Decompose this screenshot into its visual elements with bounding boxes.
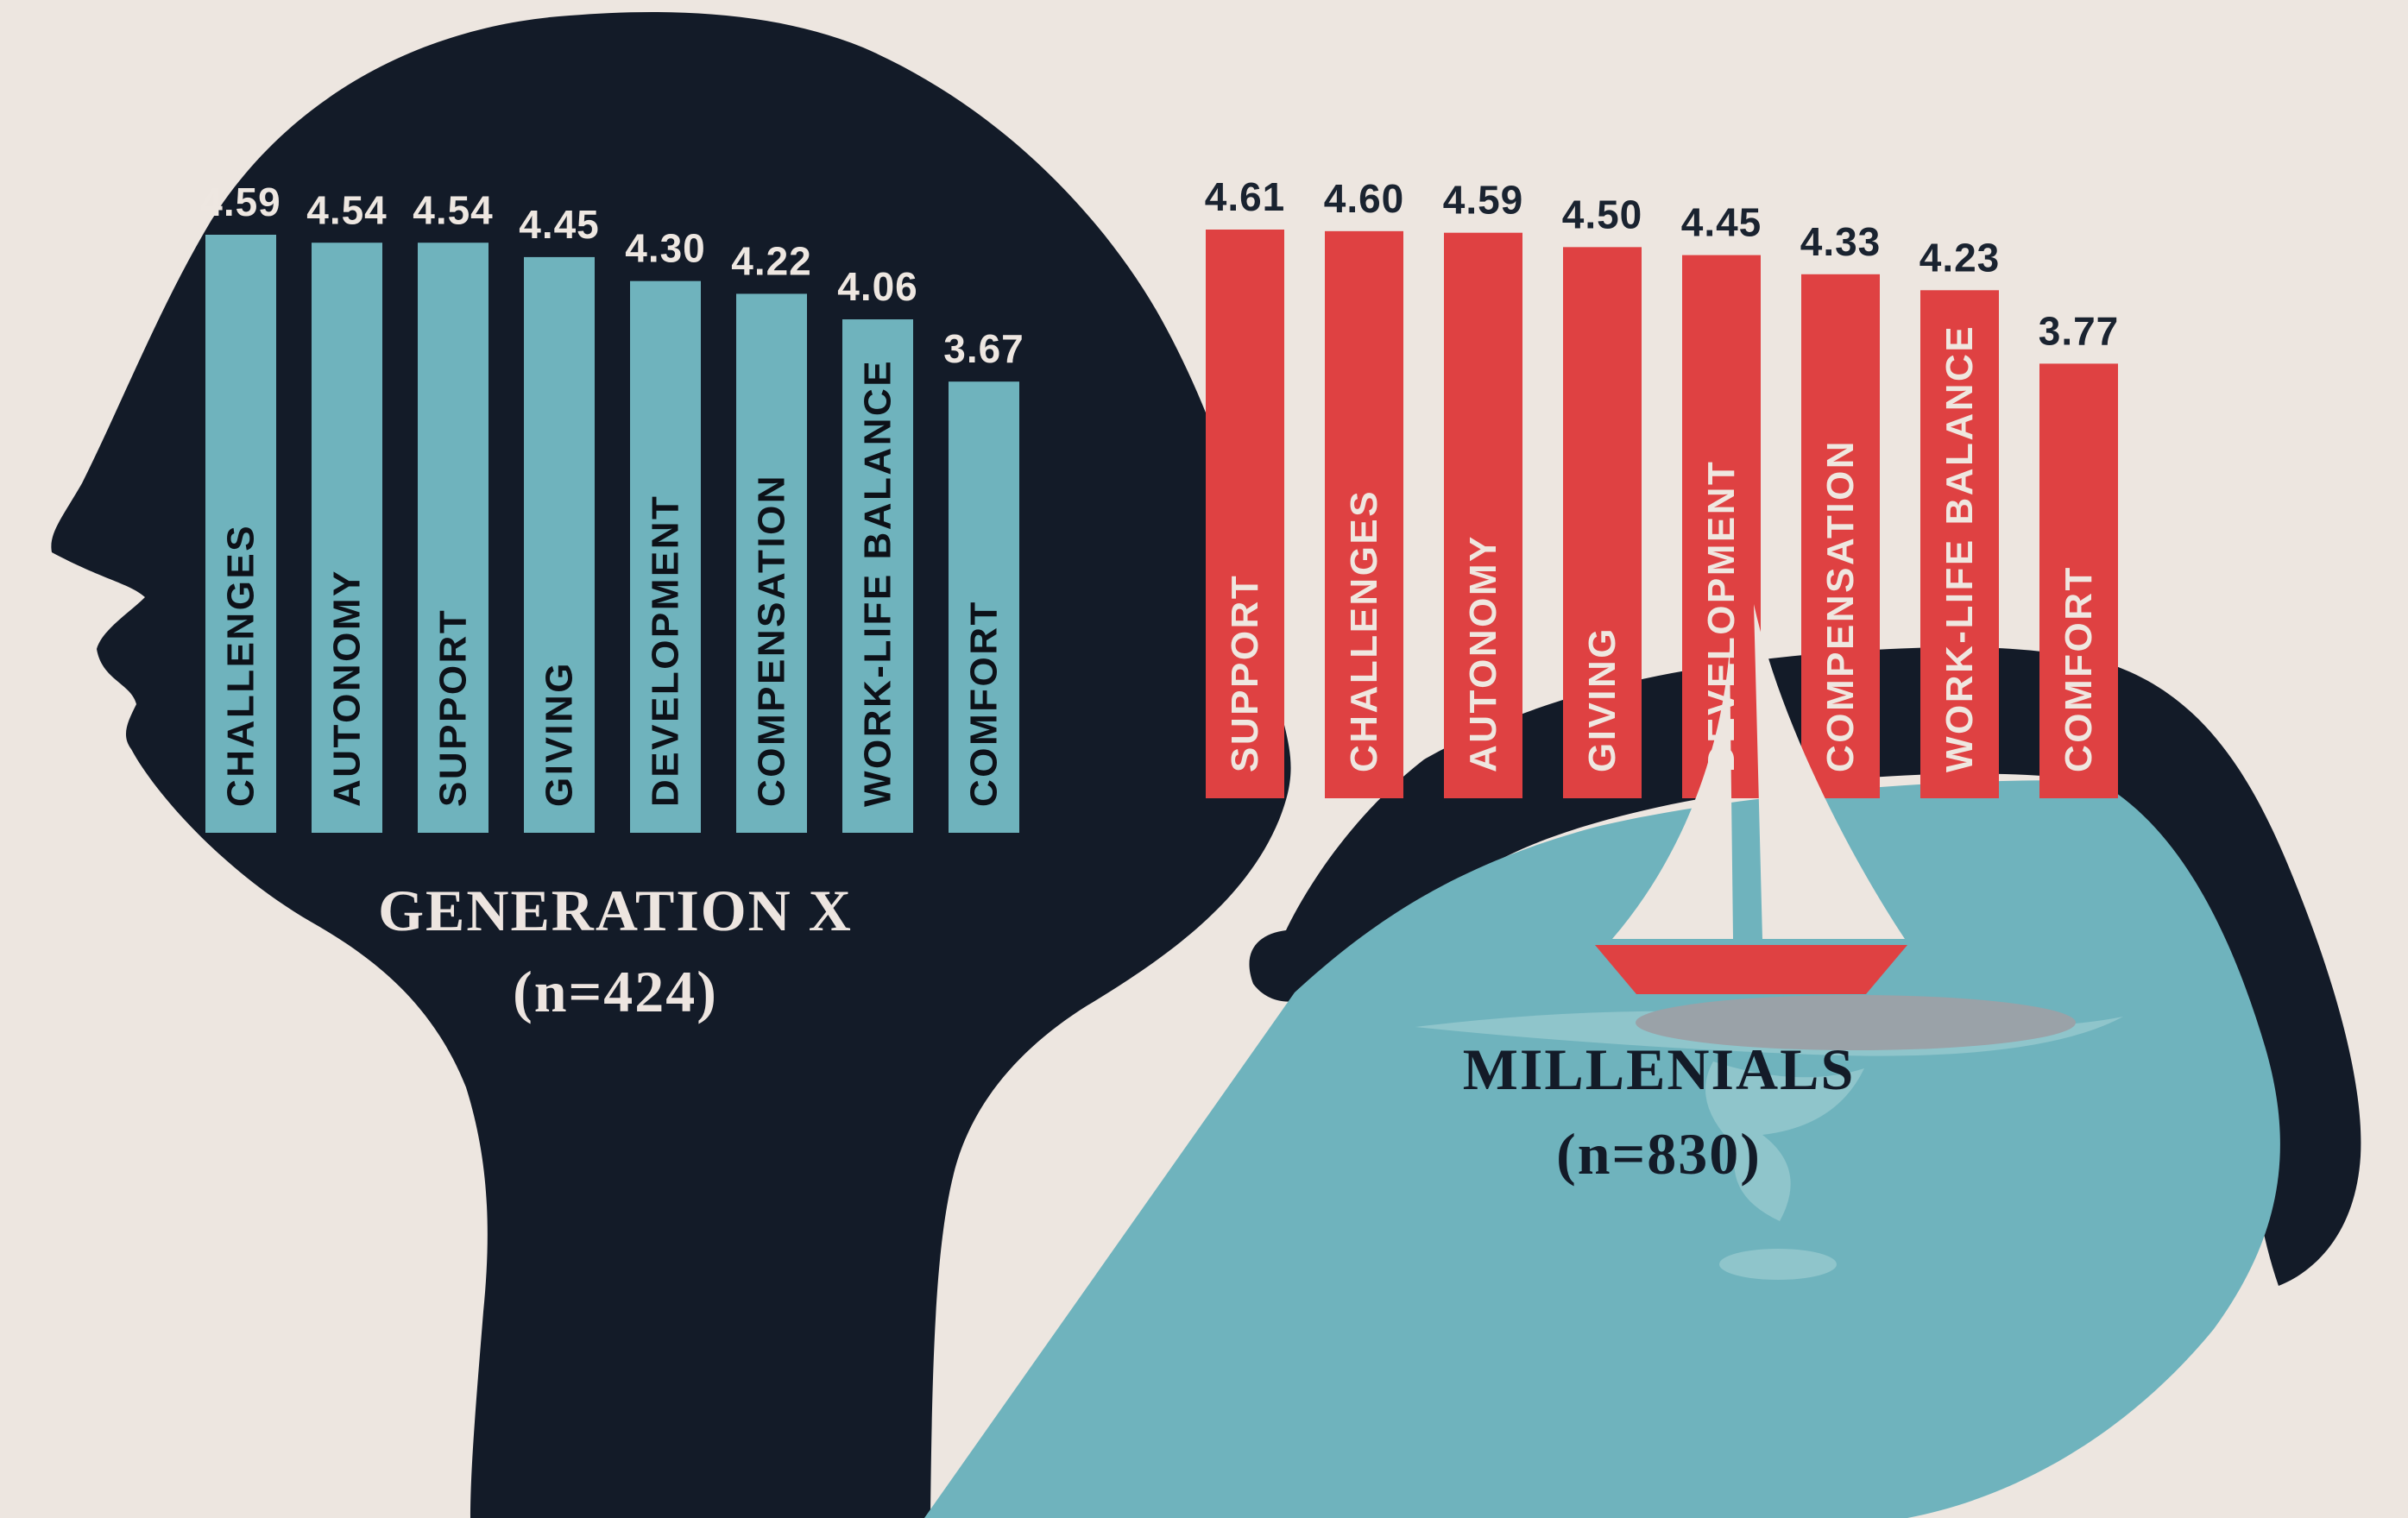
millennials-value-giving: 4.50 bbox=[1562, 192, 1643, 236]
millennials-label-compensation: COMPENSATION bbox=[1819, 439, 1862, 772]
millennials-bar-autonomy bbox=[1444, 232, 1522, 798]
main-sail-icon bbox=[1754, 604, 1905, 939]
water-swirl-icon bbox=[1705, 1061, 1864, 1221]
water-ripple-small-icon bbox=[1719, 1249, 1837, 1280]
genx-value-compensation: 4.22 bbox=[731, 238, 812, 283]
boat-shadow bbox=[1636, 995, 2076, 1050]
genx-label-development: DEVELOPMENT bbox=[645, 494, 687, 807]
genx-label-challenges: CHALLENGES bbox=[220, 524, 262, 807]
genx-value-development: 4.30 bbox=[625, 226, 706, 271]
sailboat bbox=[1595, 604, 2076, 1050]
genx-value-work-life-balance: 4.06 bbox=[837, 264, 918, 309]
genx-bar-giving bbox=[524, 256, 595, 833]
genx-value-giving: 4.45 bbox=[519, 202, 600, 247]
millennials-head-silhouette bbox=[1249, 646, 2361, 1286]
boat-hull-icon bbox=[1595, 945, 1907, 994]
genx-bar-challenges bbox=[205, 235, 276, 833]
millennials-label-challenges: CHALLENGES bbox=[1343, 489, 1385, 772]
millennials-bar-giving bbox=[1563, 247, 1642, 799]
genx-label-work-life-balance: WORK-LIFE BALANCE bbox=[857, 359, 899, 807]
millennials-title: MILLENIALS bbox=[1463, 1036, 1856, 1102]
genx-bars: 4.59 CHALLENGES 4.54 AUTONOMY 4.54 SUPPORT 4.4… bbox=[200, 180, 1024, 833]
genx-label-comfort: COMFORT bbox=[963, 600, 1005, 807]
millennials-bar-support bbox=[1206, 230, 1284, 798]
millennials-value-autonomy: 4.59 bbox=[1443, 178, 1524, 223]
genx-bar-support bbox=[418, 243, 489, 833]
genx-bar-development bbox=[630, 280, 701, 833]
genx-bar-autonomy bbox=[312, 243, 382, 833]
genx-label-giving: GIVING bbox=[539, 661, 581, 807]
genx-sample-size: (n=424) bbox=[513, 959, 718, 1024]
genx-label-autonomy: AUTONOMY bbox=[326, 569, 369, 807]
genx-value-challenges: 4.59 bbox=[200, 180, 281, 224]
water bbox=[924, 780, 2280, 1518]
millennials-label-support: SUPPORT bbox=[1224, 574, 1266, 772]
millennials-label-work-life-balance: WORK-LIFE BALANCE bbox=[1938, 324, 1981, 772]
genx-bar-work-life-balance bbox=[842, 319, 913, 833]
genx-bar-compensation bbox=[736, 293, 807, 833]
millennials-label-comfort: COMFORT bbox=[2058, 565, 2100, 772]
millennials-value-work-life-balance: 4.23 bbox=[1919, 235, 2001, 280]
genx-bar-comfort bbox=[949, 381, 1019, 833]
millennials-label-giving: GIVING bbox=[1581, 627, 1623, 772]
millennials-bar-development bbox=[1682, 255, 1761, 799]
genx-value-support: 4.54 bbox=[413, 187, 494, 232]
millennials-value-support: 4.61 bbox=[1205, 174, 1286, 219]
millennials-label-autonomy: AUTONOMY bbox=[1462, 534, 1504, 772]
millennials-bar-compensation bbox=[1801, 274, 1880, 798]
genx-value-autonomy: 4.54 bbox=[306, 187, 388, 232]
genx-label-compensation: COMPENSATION bbox=[751, 474, 793, 807]
millennials-bars: 4.61 SUPPORT 4.60 CHALLENGES 4.59 AUTONOMY 4.5… bbox=[1205, 174, 2120, 799]
genx-value-comfort: 3.67 bbox=[943, 326, 1024, 371]
genx-label-support: SUPPORT bbox=[432, 608, 475, 807]
millennials-bar-work-life-balance bbox=[1920, 290, 1999, 798]
millennials-bar-challenges bbox=[1325, 230, 1403, 799]
millennials-sample-size: (n=830) bbox=[1556, 1121, 1762, 1187]
jib-sail-icon bbox=[1612, 649, 1733, 939]
millennials-value-challenges: 4.60 bbox=[1324, 176, 1405, 221]
millennials-bar-comfort bbox=[2039, 363, 2118, 798]
millennials-value-development: 4.45 bbox=[1681, 200, 1762, 245]
millennials-value-comfort: 3.77 bbox=[2039, 308, 2120, 353]
millennials-value-compensation: 4.33 bbox=[1800, 219, 1882, 264]
genx-title: GENERATION X bbox=[378, 878, 853, 943]
